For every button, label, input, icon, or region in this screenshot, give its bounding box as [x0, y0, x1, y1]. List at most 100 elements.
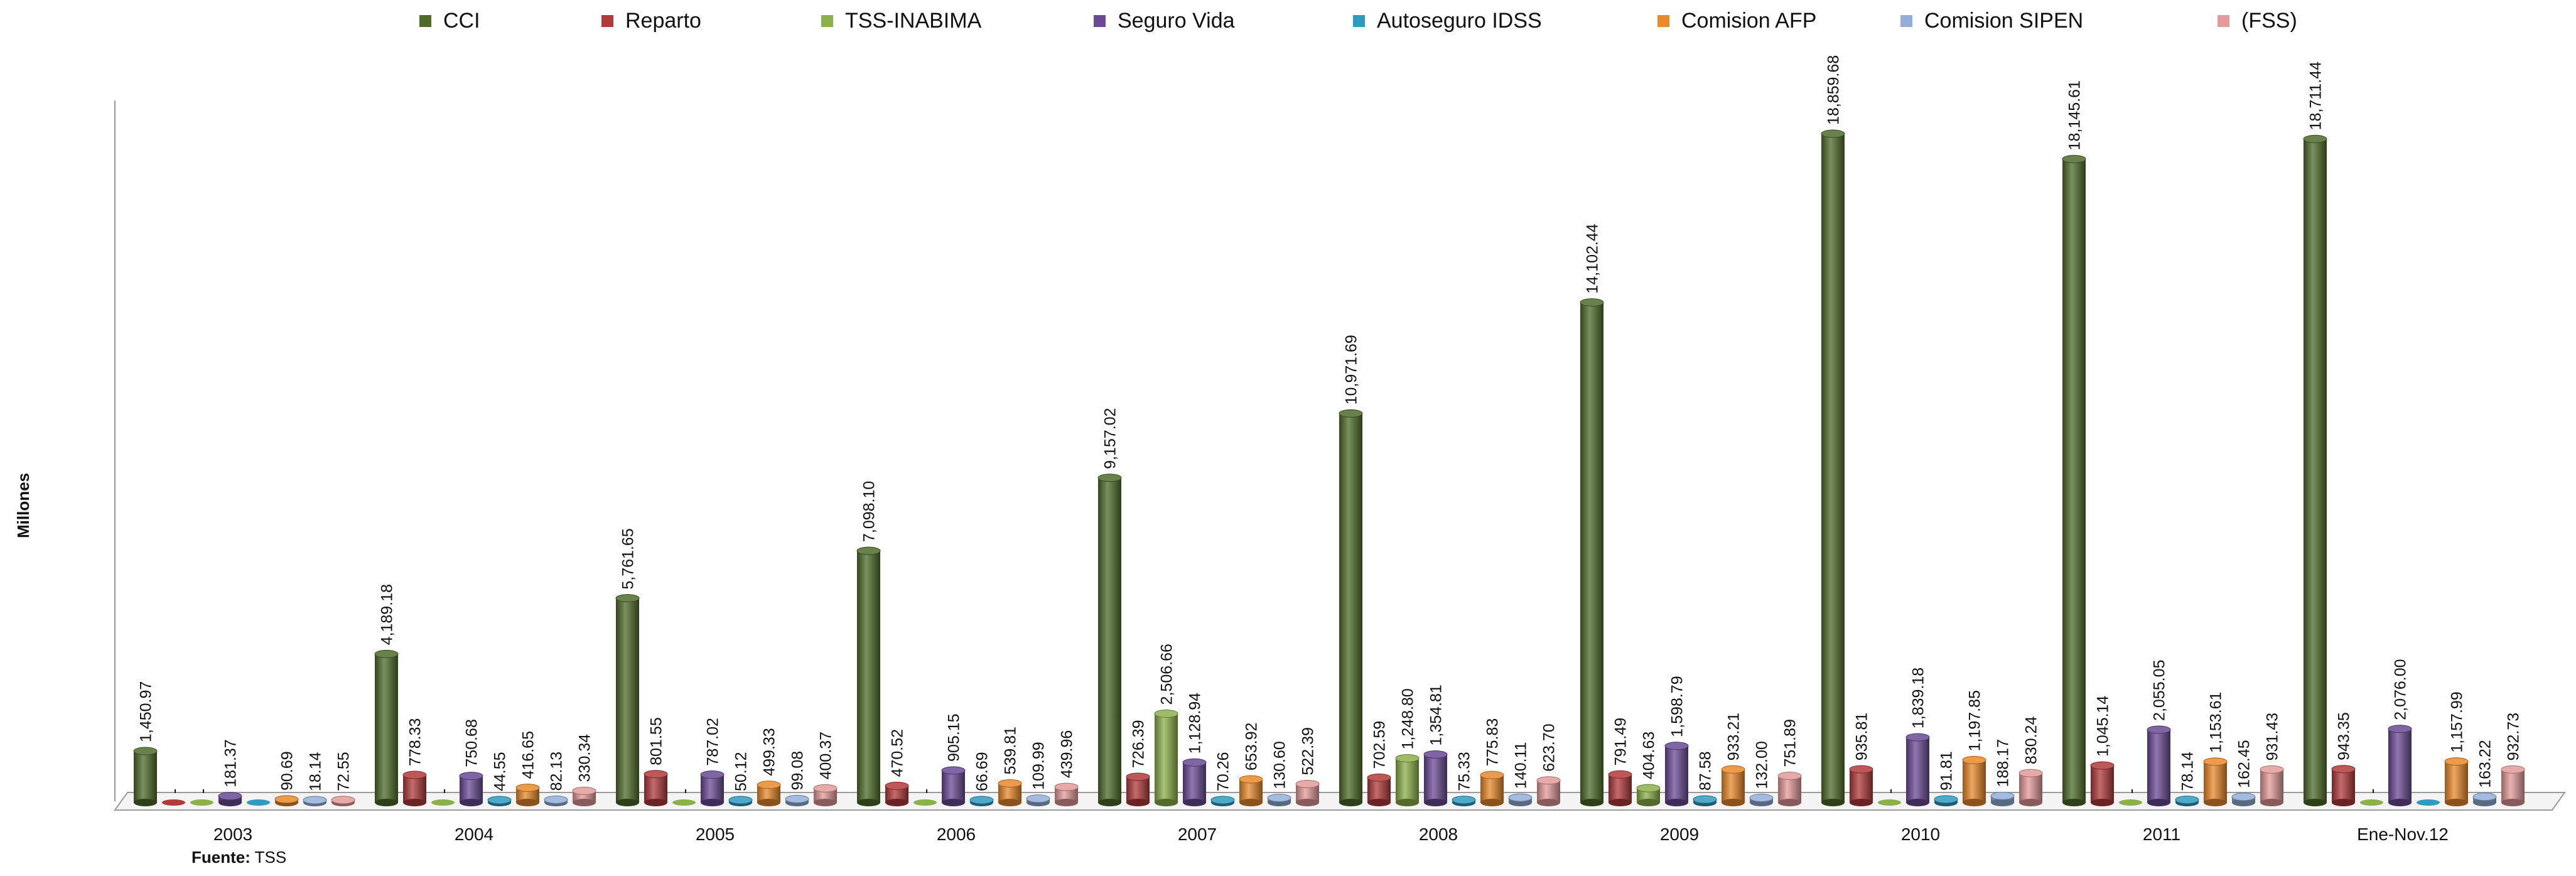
bars: [133, 129, 2525, 806]
source-note: Fuente: TSS: [191, 848, 286, 867]
data-label-2-0: -: [194, 789, 212, 794]
data-label-3-7: 1,839.18: [1910, 668, 1927, 728]
bar-1-5: [1367, 773, 1391, 806]
bar-4-1: [487, 796, 512, 806]
bar-7-5: [1536, 776, 1561, 806]
data-label-1-5: 702.59: [1371, 721, 1389, 769]
bar-6-3: [1026, 794, 1050, 806]
bar-0-0: [133, 747, 158, 806]
bar-6-1: [544, 795, 568, 806]
bar-4-7: [1934, 795, 1958, 806]
bar-5-8: [2203, 757, 2228, 806]
bar-7-4: [1295, 779, 1320, 806]
bar-1-7: [1849, 765, 1873, 806]
legend-item-1: Reparto: [601, 9, 701, 33]
bar-6-4: [1267, 794, 1291, 806]
data-label-7-0: 72.55: [335, 752, 353, 791]
bar-7-3: [1054, 782, 1079, 806]
bar-0-8: [2062, 154, 2086, 806]
bar-4-0: [247, 799, 270, 806]
data-label-1-3: 470.52: [889, 729, 907, 777]
bar-4-6: [1693, 795, 1717, 806]
data-label-0-2: 5,761.65: [620, 528, 637, 589]
bar-6-5: [1508, 793, 1533, 806]
data-label-0-4: 9,157.02: [1102, 408, 1119, 469]
data-label-1-8: 1,045.14: [2094, 696, 2112, 757]
x-tick-2: 2005: [696, 825, 735, 844]
bar-5-4: [1239, 775, 1263, 806]
data-label-0-3: 7,098.10: [861, 481, 878, 542]
data-label-2-8: -: [2123, 789, 2140, 794]
bar-2-7: [1878, 799, 1901, 806]
bar-2-0: [190, 799, 213, 806]
bar-2-5: [1395, 754, 1420, 806]
data-label-7-7: 830.24: [2023, 716, 2040, 765]
bar-5-7: [1962, 755, 1986, 806]
x-tick-labels: 2003 2004 2005 2006 2007 2008 2009 2010 2011 Ene-…: [213, 825, 2449, 844]
data-label-1-6: 791.49: [1612, 718, 1630, 765]
bar-3-2: [700, 771, 725, 806]
bar-5-6: [1721, 765, 1745, 806]
bar-3-1: [459, 772, 483, 806]
data-label-3-9: 2,076.00: [2392, 659, 2410, 720]
bar-5-3: [998, 779, 1022, 806]
data-label-5-5: 775.83: [1484, 718, 1502, 766]
bar-7-2: [813, 784, 838, 806]
legend-item-5: Comision AFP: [1657, 9, 1816, 33]
bar-5-9: [2444, 757, 2469, 806]
data-label-3-0: 181.37: [222, 739, 240, 787]
bar-7-9: [2501, 765, 2525, 806]
value-labels: 1,450.97 - - 181.37 90.69 18.14 72.55 4,189.18 7…: [137, 55, 2523, 794]
bar-7-8: [2260, 765, 2284, 806]
legend-item-3: Seguro Vida: [1094, 9, 1235, 33]
bar-0-4: [1097, 473, 1122, 806]
data-label-6-3: 109.99: [1030, 742, 1048, 789]
data-label-4-7: 91.81: [1938, 751, 1956, 791]
data-label-6-5: 140.11: [1512, 742, 1530, 789]
x-tick-8: 2011: [2143, 825, 2180, 844]
bar-7-6: [1777, 772, 1802, 806]
data-label-7-2: 400.37: [817, 732, 835, 779]
data-label-0-5: 10,971.69: [1343, 335, 1361, 404]
bar-3-9: [2388, 725, 2412, 806]
data-label-3-2: 787.02: [704, 718, 722, 765]
bar-1-4: [1126, 772, 1150, 806]
legend-swatch: [601, 15, 613, 27]
bar-4-3: [969, 796, 994, 806]
legend-item-7: (FSS): [2218, 9, 2297, 33]
bar-6-6: [1749, 794, 1774, 806]
source-label: Fuente:: [191, 848, 251, 867]
data-label-1-9: 943.35: [2336, 712, 2353, 760]
source-value: TSS: [254, 848, 287, 867]
data-label-2-7: -: [1882, 789, 1899, 794]
bar-0-5: [1339, 409, 1363, 806]
data-label-6-9: 163.22: [2477, 740, 2494, 787]
data-label-5-4: 653.92: [1243, 723, 1261, 771]
data-label-0-0: 1,450.97: [137, 681, 155, 742]
bar-5-2: [757, 781, 781, 806]
data-label-5-1: 416.65: [520, 731, 537, 779]
data-label-4-2: 50.12: [733, 752, 750, 791]
bar-1-9: [2331, 765, 2356, 806]
bar-6-7: [1990, 791, 2015, 806]
x-tick-9: Ene-Nov.12: [2357, 825, 2449, 844]
data-label-5-0: 90.69: [279, 751, 296, 791]
bar-0-2: [615, 594, 640, 806]
data-label-7-9: 932.73: [2505, 713, 2523, 760]
data-label-7-1: 330.34: [576, 734, 594, 782]
bar-1-1: [402, 771, 427, 806]
x-tick-5: 2008: [1419, 825, 1458, 844]
legend-swatch: [1094, 15, 1106, 27]
data-label-6-0: 18.14: [307, 752, 325, 791]
bar-2-2: [672, 799, 696, 806]
legend-label: Autoseguro IDSS: [1377, 9, 1542, 33]
data-label-6-1: 82.13: [548, 752, 566, 791]
bar-1-6: [1608, 770, 1632, 806]
data-label-2-2: -: [676, 789, 694, 794]
legend-label: CCI: [443, 9, 480, 33]
data-label-3-8: 2,055.05: [2151, 660, 2169, 721]
x-tick-7: 2010: [1901, 825, 1940, 844]
legend-label: (FSS): [2241, 9, 2297, 33]
data-label-3-6: 1,598.79: [1669, 676, 1686, 737]
